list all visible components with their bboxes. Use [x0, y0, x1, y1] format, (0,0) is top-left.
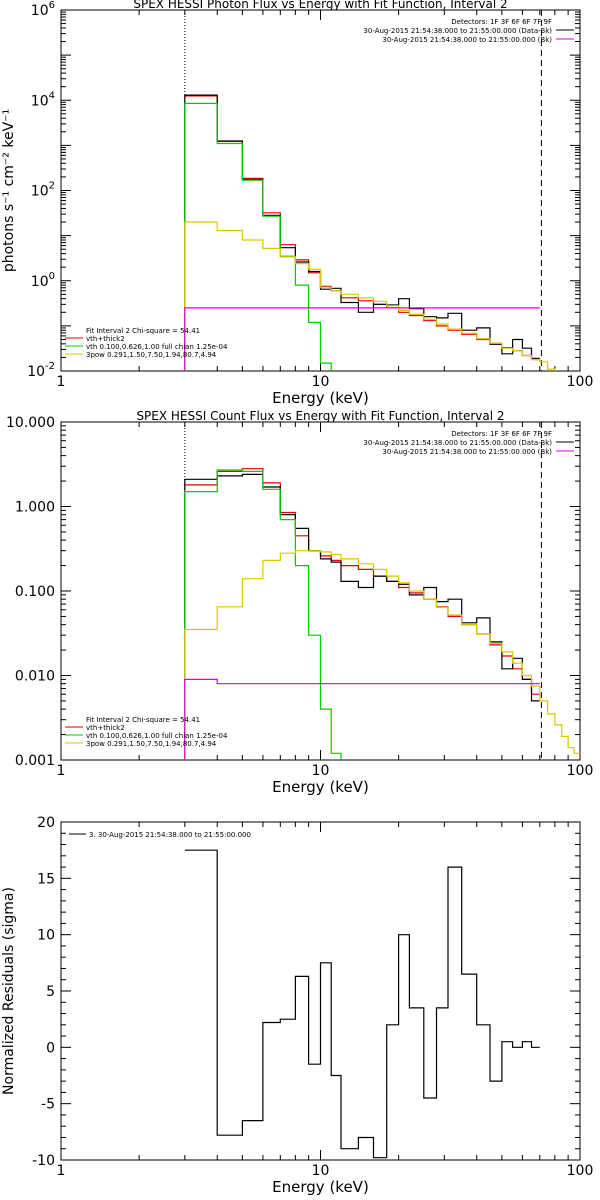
y-tick-label: 0.001: [15, 753, 55, 769]
y-tick-exponent: 2: [49, 181, 55, 192]
series-line-5: [184, 307, 540, 371]
x-axis-label: Energy (keV): [272, 389, 369, 407]
x-tick-label: 10: [312, 763, 330, 779]
y-axis-label: photons s⁻¹ cm⁻² keV⁻¹: [1, 109, 17, 272]
chart-2: SPEX HESSI Count Flux vs Energy with Fit…: [6, 409, 593, 796]
y-tick-label: 104: [31, 90, 55, 109]
series-line-5: [184, 678, 540, 760]
chart-3: 1 10 100 Energy (keV) -10 -5 0 5 10 15 20 Normalize…: [1, 815, 593, 1196]
legend-bottom-left-entry: vth 0.100,0.626,1.00 full chian 1.25e-04: [86, 343, 228, 351]
y-tick-label: 15: [37, 871, 55, 887]
x-axis-label: Energy (keV): [272, 1178, 369, 1196]
y-tick-exponent: -2: [45, 361, 55, 372]
series-group: [184, 849, 540, 1159]
series-line-1: [184, 468, 540, 695]
legend-bottom-left-entry: 3pow 0.291,1.50,7.50,1.94,80.7,4.94: [86, 740, 217, 748]
y-tick-label: 10-2: [27, 361, 55, 380]
y-tick-label: 100: [31, 271, 55, 290]
y-tick-label: -5: [41, 1097, 55, 1113]
legend-bottom-left-entry: vth 0.100,0.626,1.00 full chian 1.25e-04: [86, 732, 228, 740]
series-line-2: [184, 473, 540, 760]
series-group: [184, 94, 556, 371]
x-tick-label: 100: [567, 1163, 594, 1179]
y-tick-label: 10: [37, 928, 55, 944]
plot-frame: [60, 9, 581, 372]
legend-top-right-entry: 30-Aug-2015 21:54:38.000 to 21:55:00.000…: [363, 439, 552, 447]
chart-title: SPEX HESSI Count Flux vs Energy with Fit…: [136, 409, 504, 423]
series-line-4: [184, 221, 556, 371]
y-tick-base: 10: [31, 3, 49, 19]
y-axis-label: Normalized Residuals (sigma): [1, 887, 17, 1095]
x-tick-label: 10: [312, 374, 330, 390]
y-tick-label: 0: [46, 1040, 55, 1056]
legend-top-right-entry: 30-Aug-2015 21:54:38.000 to 21:55:00.000…: [363, 27, 552, 35]
x-tick-label: 1: [57, 374, 66, 390]
series-line-3: [184, 469, 342, 760]
y-tick-exponent: 0: [49, 271, 55, 282]
legend-top-right-entry: 30-Aug-2015 21:54:38.000 to 21:55:00.000…: [382, 36, 552, 44]
y-tick-base: 10: [27, 364, 45, 380]
legend-bottom-left-entry: Fit Interval 2 Chi-square = 54.41: [86, 716, 200, 724]
x-tick-label: 100: [567, 374, 594, 390]
x-tick-label: 1: [57, 763, 66, 779]
legend-top-right-entry: Detectors: 1F 3F 6F 6F 7F 9F: [451, 18, 552, 26]
x-tick-label: 1: [57, 1163, 66, 1179]
y-tick-label: 0.100: [15, 584, 55, 600]
series-line-2: [184, 94, 540, 371]
y-tick-label: 0.010: [15, 669, 55, 685]
y-tick-label: -10: [32, 1153, 55, 1169]
y-tick-base: 10: [31, 274, 49, 290]
series-line-4: [184, 550, 580, 760]
chart-title: SPEX HESSI Photon Flux vs Energy with Fi…: [133, 0, 507, 11]
y-tick-label: 102: [31, 181, 55, 200]
legend-bottom-left-entry: vth+thick2: [86, 335, 125, 343]
y-tick-exponent: 6: [49, 0, 55, 11]
x-tick-label: 100: [567, 763, 594, 779]
x-axis-label: Energy (keV): [272, 778, 369, 796]
legend-bottom-left-entry: vth+thick2: [86, 724, 125, 732]
y-tick-label: 1.000: [15, 500, 55, 516]
y-tick-label: 10.000: [6, 415, 55, 431]
legend-bottom-left-entry: Fit Interval 2 Chi-square = 54.41: [86, 327, 200, 335]
y-tick-base: 10: [31, 184, 49, 200]
y-tick-label: 5: [46, 984, 55, 1000]
x-tick-label: 10: [312, 1163, 330, 1179]
y-tick-exponent: 4: [49, 90, 55, 101]
y-tick-label: 106: [31, 0, 55, 19]
legend-top-right-entry: 30-Aug-2015 21:54:38.000 to 21:55:00.000…: [382, 448, 552, 456]
legend-bottom-left-entry: 3pow 0.291,1.50,7.50,1.94,80.7,4.94: [86, 351, 217, 359]
y-tick-label: 20: [37, 815, 55, 831]
legend-top-left-entry: 3. 30-Aug-2015 21:54:38.000 to 21:55:00.…: [89, 831, 251, 839]
series-line-1: [184, 95, 540, 361]
y-tick-base: 10: [31, 93, 49, 109]
chart-1: SPEX HESSI Photon Flux vs Energy with Fi…: [1, 0, 594, 407]
series-group: [184, 468, 580, 760]
series-line-1: [184, 849, 540, 1159]
legend-top-right-entry: Detectors: 1F 3F 6F 6F 7F 9F: [451, 430, 552, 438]
